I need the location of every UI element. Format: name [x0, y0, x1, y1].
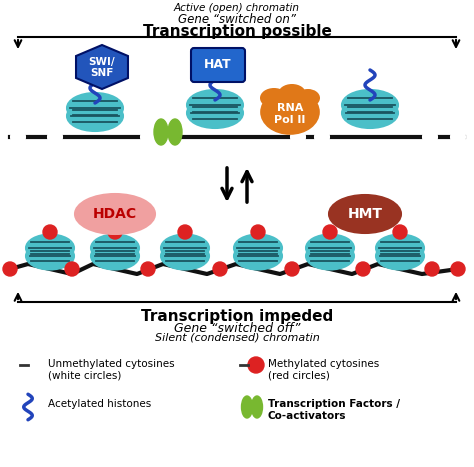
Text: Transcription impeded: Transcription impeded [141, 309, 333, 324]
Circle shape [393, 225, 407, 239]
Ellipse shape [67, 101, 123, 131]
Ellipse shape [329, 195, 401, 233]
Ellipse shape [168, 119, 182, 145]
Ellipse shape [75, 194, 155, 234]
Ellipse shape [67, 93, 123, 123]
Circle shape [43, 225, 57, 239]
Ellipse shape [342, 98, 398, 128]
Circle shape [65, 262, 79, 276]
Circle shape [451, 262, 465, 276]
Text: SNF: SNF [91, 68, 114, 78]
Circle shape [425, 262, 439, 276]
Circle shape [3, 262, 17, 276]
Text: HMT: HMT [347, 207, 383, 221]
Circle shape [213, 262, 227, 276]
Ellipse shape [306, 242, 354, 269]
Circle shape [291, 130, 305, 144]
Ellipse shape [376, 242, 424, 269]
Text: Pol II: Pol II [274, 115, 306, 125]
Text: Silent (condensed) chromatin: Silent (condensed) chromatin [155, 333, 319, 343]
Ellipse shape [26, 234, 74, 262]
Ellipse shape [261, 90, 319, 134]
Circle shape [248, 357, 264, 373]
Text: Gene “switched off”: Gene “switched off” [174, 322, 300, 335]
Ellipse shape [306, 234, 354, 262]
Text: Unmethylated cytosines
(white circles): Unmethylated cytosines (white circles) [48, 359, 174, 381]
Ellipse shape [161, 234, 209, 262]
Ellipse shape [278, 84, 306, 104]
Circle shape [108, 225, 122, 239]
Polygon shape [76, 45, 128, 89]
Ellipse shape [241, 396, 253, 418]
FancyBboxPatch shape [191, 48, 245, 82]
Circle shape [285, 262, 299, 276]
Ellipse shape [342, 90, 398, 120]
Ellipse shape [187, 90, 243, 120]
Ellipse shape [26, 242, 74, 269]
Circle shape [423, 130, 437, 144]
Ellipse shape [91, 234, 139, 262]
Ellipse shape [252, 396, 263, 418]
Circle shape [11, 130, 25, 144]
Circle shape [451, 130, 465, 144]
Text: Acetylated histones: Acetylated histones [48, 399, 151, 409]
Ellipse shape [234, 242, 282, 269]
Circle shape [141, 262, 155, 276]
Ellipse shape [91, 242, 139, 269]
Circle shape [48, 130, 62, 144]
Circle shape [323, 225, 337, 239]
Circle shape [356, 262, 370, 276]
Text: Transcription possible: Transcription possible [143, 24, 331, 39]
Ellipse shape [260, 88, 288, 108]
Text: HDAC: HDAC [93, 207, 137, 221]
Circle shape [251, 225, 265, 239]
Ellipse shape [187, 98, 243, 128]
Text: Active (open) chromatin: Active (open) chromatin [174, 3, 300, 13]
Circle shape [27, 357, 43, 373]
Circle shape [315, 130, 329, 144]
Text: RNA: RNA [277, 103, 303, 113]
Ellipse shape [234, 234, 282, 262]
Circle shape [163, 130, 177, 144]
Circle shape [141, 130, 155, 144]
Text: SWI/: SWI/ [89, 57, 115, 67]
Text: Transcription Factors /
Co-activators: Transcription Factors / Co-activators [268, 399, 400, 421]
Text: Gene “switched on”: Gene “switched on” [178, 13, 296, 26]
Ellipse shape [161, 242, 209, 269]
Ellipse shape [296, 89, 320, 107]
Text: HAT: HAT [204, 58, 232, 71]
Ellipse shape [376, 234, 424, 262]
Ellipse shape [154, 119, 168, 145]
Text: Methylated cytosines
(red circles): Methylated cytosines (red circles) [268, 359, 379, 381]
Circle shape [178, 225, 192, 239]
